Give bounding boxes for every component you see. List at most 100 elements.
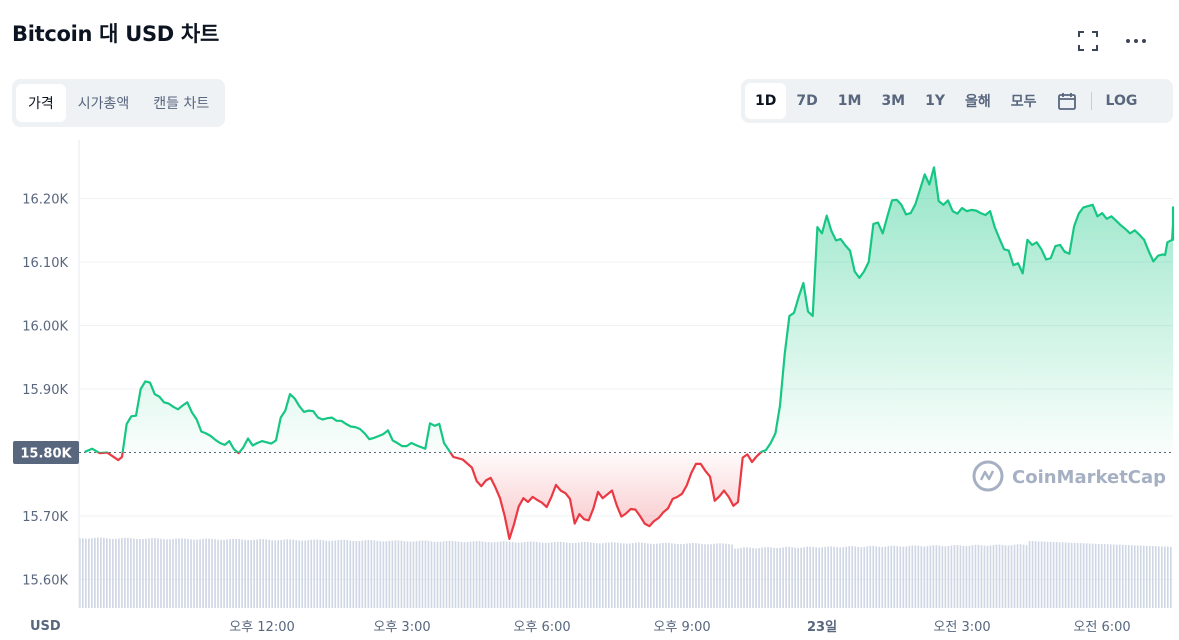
volume-bar [445,541,448,608]
volume-bar [100,537,102,608]
volume-bar [782,547,784,608]
volume-bar [466,542,469,608]
volume-bar [328,540,331,608]
volume-bar [719,543,721,608]
volume-bar [586,542,589,608]
more-dots-icon[interactable] [1123,28,1149,54]
volume-bar [995,544,998,608]
volume-bar [1004,545,1007,608]
tab-price[interactable]: 가격 [16,84,66,122]
y-tick-label: 15.60K [22,574,68,589]
x-tick-label: 오전 6:00 [1073,620,1130,635]
volume-bar [1061,542,1064,608]
volume-bar [295,540,298,608]
volume-bar [451,540,454,608]
volume-bar [773,547,775,608]
volume-bar [523,542,526,608]
volume-bar [277,540,280,608]
volume-bar [256,539,258,608]
range-tab-1m[interactable]: 1M [837,93,862,109]
y-tick-label: 16.20K [22,193,68,208]
volume-bar [484,541,487,608]
calendar-icon[interactable] [1047,83,1087,119]
volume-bar [1130,545,1133,608]
volume-bar [971,545,974,608]
range-tab-7d[interactable]: 7D [796,93,818,109]
tab-market-cap[interactable]: 시가총액 [77,96,130,112]
volume-bar [872,545,875,608]
volume-bar [764,547,766,608]
volume-bar [121,538,123,608]
volume-bar [866,546,869,608]
volume-bar [613,542,616,608]
volume-bar [857,547,860,608]
volume-bar [175,538,177,608]
volume-bar [535,541,538,608]
volume-bar [343,539,346,608]
volume-bar [94,537,96,608]
volume-bar [109,538,111,608]
volume-bar [202,538,204,608]
tab-candle-chart[interactable]: 캔들 차트 [153,96,210,112]
volume-bar [124,537,126,608]
volume-bar [989,545,992,608]
volume-bar [460,542,463,608]
volume-bar [400,540,403,608]
volume-bar [520,542,523,608]
volume-bar [475,541,478,608]
grid-lines [79,198,1173,580]
range-tab-all[interactable]: 모두 [1010,94,1037,110]
volume-bar [965,546,968,608]
volume-bar [647,543,649,608]
volume-bar [1109,544,1112,608]
volume-bar [247,540,249,608]
volume-bar [776,548,778,608]
volume-bar [595,543,598,608]
volume-bar [415,541,418,608]
range-tab-1d[interactable]: 1D [745,83,787,119]
volume-bar [914,545,917,608]
volume-bar [283,539,286,608]
volume-bar [184,538,186,608]
volume-bar [241,539,243,608]
volume-bar [559,541,562,608]
volume-bar [238,539,240,608]
volume-bar [1028,541,1031,608]
range-tab-1y[interactable]: 1Y [925,93,946,109]
volume-bar [544,542,547,608]
volume-bar [1085,543,1088,608]
volume-bar [824,546,827,608]
volume-bar [818,547,820,608]
volume-bar [1058,542,1061,608]
volume-bar [836,547,839,608]
volume-bar [454,541,457,608]
volume-bar [481,541,484,608]
volume-bar [815,547,817,608]
volume-bar [1118,544,1121,608]
range-tab-ytd[interactable]: 올해 [965,94,991,110]
volume-bar [800,547,802,608]
volume-bar [166,539,168,608]
top-actions [1075,28,1149,54]
volume-bar [424,540,427,608]
volume-bar [1115,544,1118,608]
volume-bar [911,545,914,608]
volume-bar [746,547,748,608]
volume-bar [388,540,391,608]
volume-bar [884,546,887,608]
fullscreen-icon[interactable] [1075,28,1101,54]
volume-bar [1127,545,1130,608]
log-scale-toggle[interactable]: LOG [1105,93,1138,109]
volume-bar [656,543,658,608]
volume-bar [1073,542,1076,608]
volume-bar [1037,541,1040,608]
volume-bar [355,541,358,608]
volume-bar [601,543,604,608]
volume-bar [659,543,661,608]
range-tab-3m[interactable]: 3M [881,93,906,109]
volume-bar [908,545,911,608]
volume-bar [662,543,664,608]
volume-bar [905,546,908,608]
volume-bar [710,544,712,608]
